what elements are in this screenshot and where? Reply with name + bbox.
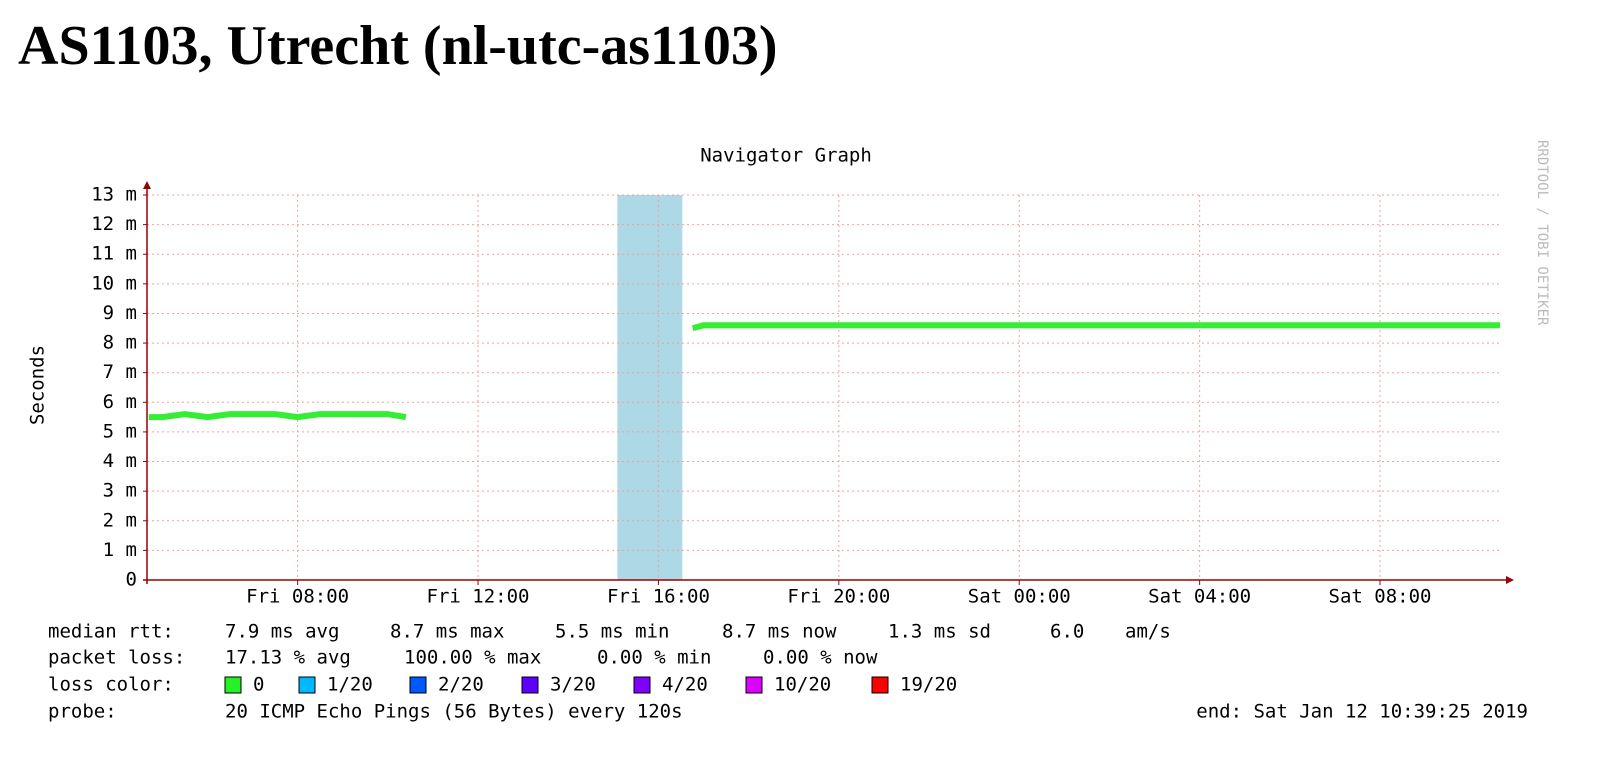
y-axis-label: Seconds (27, 345, 49, 425)
stat-item: am/s (1125, 621, 1171, 643)
median-line (691, 322, 1500, 332)
chart-title: Navigator Graph (700, 145, 872, 167)
legend-label: 3/20 (550, 674, 596, 696)
stat-item: 6.0 (1050, 621, 1084, 643)
legend-swatch (633, 676, 651, 694)
y-tick-label: 2 m (103, 509, 137, 531)
probe-text: 20 ICMP Echo Pings (56 Bytes) every 120s (225, 701, 683, 723)
y-tick-label: 3 m (103, 480, 137, 502)
stat-label: loss color: (48, 674, 174, 696)
y-tick-label: 6 m (103, 391, 137, 413)
stat-item: 5.5 ms min (555, 621, 669, 643)
legend-swatch (409, 676, 427, 694)
x-tick-label: Fri 20:00 (787, 586, 890, 608)
y-tick-label: 9 m (103, 302, 137, 324)
y-tick-label: 12 m (91, 213, 137, 235)
stat-item: 17.13 % avg (225, 647, 351, 669)
y-tick-label: 5 m (103, 420, 137, 442)
stat-item: 8.7 ms now (722, 621, 837, 643)
y-tick-label: 8 m (103, 332, 137, 354)
y-tick-label: 13 m (91, 184, 137, 206)
x-axis-arrow (1506, 576, 1514, 584)
y-tick-label: 1 m (103, 539, 137, 561)
legend-label: 2/20 (438, 674, 484, 696)
stat-item: 7.9 ms avg (225, 621, 339, 643)
stat-item: 0.00 % now (763, 647, 878, 669)
y-tick-label: 10 m (91, 272, 137, 294)
page-title: AS1103, Utrecht (nl-utc-as1103) (18, 15, 778, 77)
x-tick-label: Sat 08:00 (1329, 586, 1432, 608)
legend-label: 19/20 (900, 674, 957, 696)
median-line (148, 411, 407, 421)
stat-label: median rtt: (48, 621, 174, 643)
stat-item: 0.00 % min (597, 647, 711, 669)
y-axis-arrow (143, 181, 151, 189)
x-tick-label: Sat 04:00 (1148, 586, 1251, 608)
x-tick-label: Fri 08:00 (246, 586, 349, 608)
legend-swatch (871, 676, 889, 694)
legend-swatch (224, 676, 242, 694)
legend-swatch (298, 676, 316, 694)
y-tick-label: 0 (126, 569, 137, 591)
legend-label: 0 (253, 674, 264, 696)
stat-label: probe: (48, 701, 117, 723)
x-tick-label: Fri 16:00 (607, 586, 710, 608)
legend-swatch (745, 676, 763, 694)
x-tick-label: Fri 12:00 (427, 586, 530, 608)
loss-band (617, 195, 683, 580)
legend-label: 4/20 (662, 674, 708, 696)
y-tick-label: 11 m (91, 243, 137, 265)
stat-item: 100.00 % max (404, 647, 541, 669)
legend-swatch (521, 676, 539, 694)
x-tick-label: Sat 00:00 (968, 586, 1071, 608)
y-tick-label: 7 m (103, 361, 137, 383)
stat-label: packet loss: (48, 647, 185, 669)
legend-label: 10/20 (774, 674, 831, 696)
end-time: end: Sat Jan 12 10:39:25 2019 (1196, 701, 1528, 723)
y-tick-label: 4 m (103, 450, 137, 472)
stat-item: 8.7 ms max (390, 621, 504, 643)
stat-item: 1.3 ms sd (888, 621, 991, 643)
legend-label: 1/20 (327, 674, 373, 696)
watermark: RRDTOOL / TOBI OETIKER (1534, 140, 1550, 326)
